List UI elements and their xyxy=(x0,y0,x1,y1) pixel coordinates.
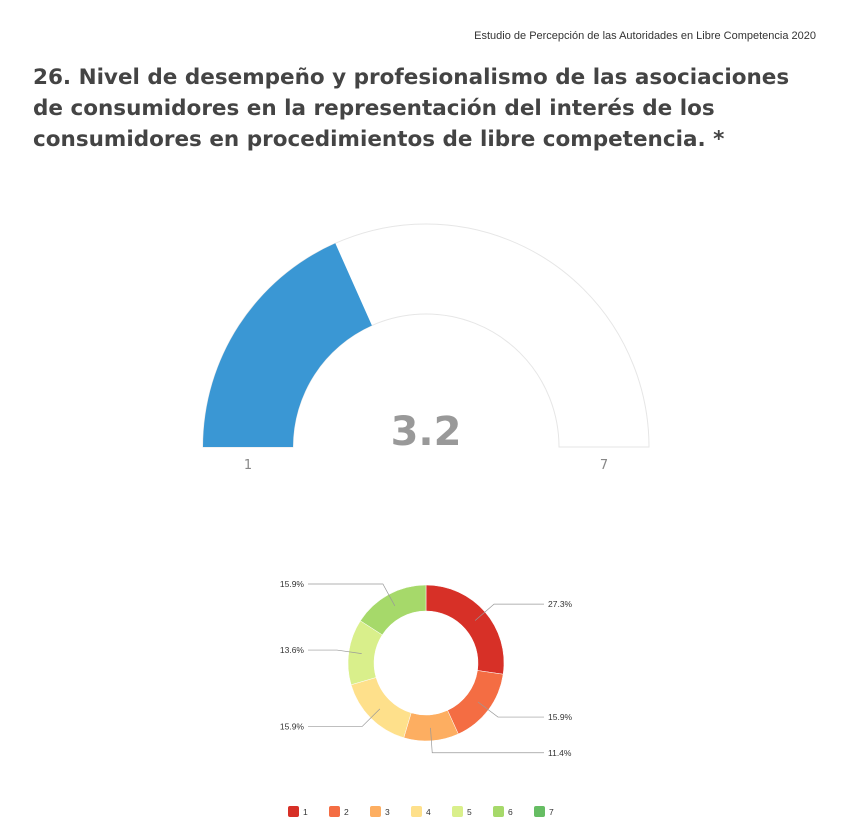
gauge-value-label: 3.2 xyxy=(391,409,462,455)
donut-leader-line xyxy=(308,583,396,607)
donut-chart: 27.3% 15.9% 11.4% 15.9% 13.6% 15.9% xyxy=(280,579,573,758)
legend-label: 7 xyxy=(549,807,554,817)
donut-slice-label: 11.4% xyxy=(548,748,572,758)
donut-leader-line xyxy=(308,649,362,654)
donut-leader-line xyxy=(430,727,544,754)
gauge-value-arc xyxy=(203,243,372,447)
donut-slice-label: 27.3% xyxy=(548,599,573,609)
legend-swatch xyxy=(534,806,545,817)
donut-slice-label: 15.9% xyxy=(548,712,573,722)
donut-slice xyxy=(350,677,412,739)
legend-swatch xyxy=(370,806,381,817)
donut-slice xyxy=(447,670,504,735)
legend-swatch xyxy=(288,806,299,817)
legend-label: 5 xyxy=(467,807,472,817)
gauge-min-label: 1 xyxy=(244,458,252,473)
legend-label: 6 xyxy=(508,807,513,817)
legend-swatch xyxy=(329,806,340,817)
legend-swatch xyxy=(493,806,504,817)
legend-label: 4 xyxy=(426,807,431,817)
donut-slice-label: 15.9% xyxy=(280,721,305,731)
donut-slice-label: 15.9% xyxy=(280,579,305,589)
donut-slice xyxy=(425,584,505,675)
legend-label: 2 xyxy=(344,807,349,817)
gauge-chart: 3.2 1 7 xyxy=(202,223,650,473)
donut-legend: 1 2 3 4 5 6 7 xyxy=(288,806,554,817)
donut-slice xyxy=(360,584,427,636)
legend-label: 3 xyxy=(385,807,390,817)
donut-leader-line xyxy=(474,603,544,621)
gauge-max-label: 7 xyxy=(600,458,608,473)
donut-leader-line xyxy=(477,701,544,718)
donut-slice-label: 13.6% xyxy=(280,645,305,655)
donut-leader-line xyxy=(308,708,381,727)
legend-swatch xyxy=(452,806,463,817)
legend-label: 1 xyxy=(303,807,308,817)
report-header-note: Estudio de Percepción de las Autoridades… xyxy=(474,30,816,42)
legend-swatch xyxy=(411,806,422,817)
question-title: 26. Nivel de desempeño y profesionalismo… xyxy=(33,65,790,152)
